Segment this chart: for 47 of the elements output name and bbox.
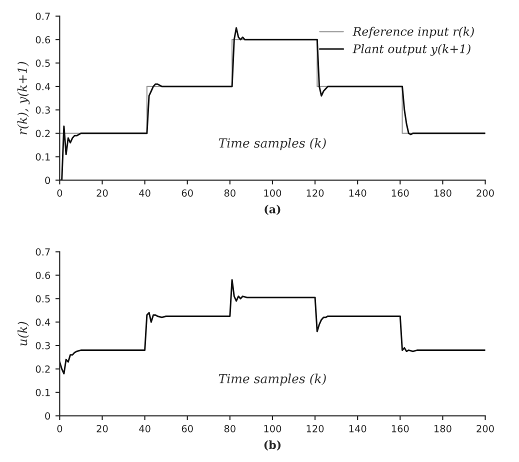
legend-label: Plant output y(k+1) (352, 44, 470, 56)
x-tick-label: 60 (182, 425, 193, 432)
x-tick-label: 160 (392, 189, 409, 197)
line-series (60, 279, 486, 374)
x-tick-label: 180 (434, 189, 452, 197)
x-tick-label: 140 (349, 189, 366, 197)
y-tick-label: 0.5 (36, 295, 50, 302)
x-tick-label: 80 (224, 189, 236, 197)
x-tick-label: 60 (182, 189, 193, 197)
text: (b) (264, 440, 281, 451)
x-axis-title: Time samples (k) (218, 138, 326, 150)
x-tick-label: 100 (264, 425, 282, 432)
text: (a) (264, 204, 280, 215)
x-tick-label: 140 (349, 425, 366, 432)
x-tick-label: 200 (476, 189, 494, 197)
x-tick-label: 200 (476, 425, 494, 432)
y-tick-label: 0.4 (36, 318, 50, 326)
y-tick-label: 0.6 (36, 36, 50, 44)
x-axis-title: Time samples (k) (218, 374, 326, 386)
x-tick-label: 0 (57, 425, 62, 432)
y-tick-label: 0.2 (36, 130, 50, 138)
y-tick-label: 0.1 (36, 153, 50, 161)
y-tick-label: 0.3 (36, 342, 50, 350)
x-tick-label: 120 (306, 425, 324, 432)
y-tick-label: 0.6 (36, 272, 50, 280)
y-tick-label: 0.7 (36, 248, 50, 256)
x-tick-label: 40 (139, 189, 150, 197)
y-tick-label: 0.4 (36, 82, 50, 90)
x-tick-label: 40 (139, 425, 150, 432)
x-tick-label: 20 (96, 425, 108, 432)
x-tick-label: 20 (96, 189, 108, 197)
x-tick-label: 0 (57, 189, 62, 197)
x-tick-label: 160 (392, 425, 409, 432)
y-axis-title: u(k) (18, 322, 29, 346)
x-tick-label: 80 (224, 425, 236, 432)
x-tick-label: 120 (306, 189, 324, 197)
legend-label: Reference input r(k) (352, 26, 474, 38)
y-tick-label: 0 (45, 176, 50, 184)
y-axis-title: r(k), y(k+1) (17, 62, 30, 134)
x-tick-label: 100 (264, 189, 282, 197)
y-tick-label: 0.1 (36, 388, 50, 396)
y-tick-label: 0.5 (36, 60, 50, 67)
y-tick-label: 0 (45, 412, 50, 420)
y-tick-label: 0.2 (36, 365, 50, 373)
x-tick-label: 180 (434, 425, 452, 432)
y-tick-label: 0.7 (36, 12, 50, 20)
y-tick-label: 0.3 (36, 106, 50, 114)
